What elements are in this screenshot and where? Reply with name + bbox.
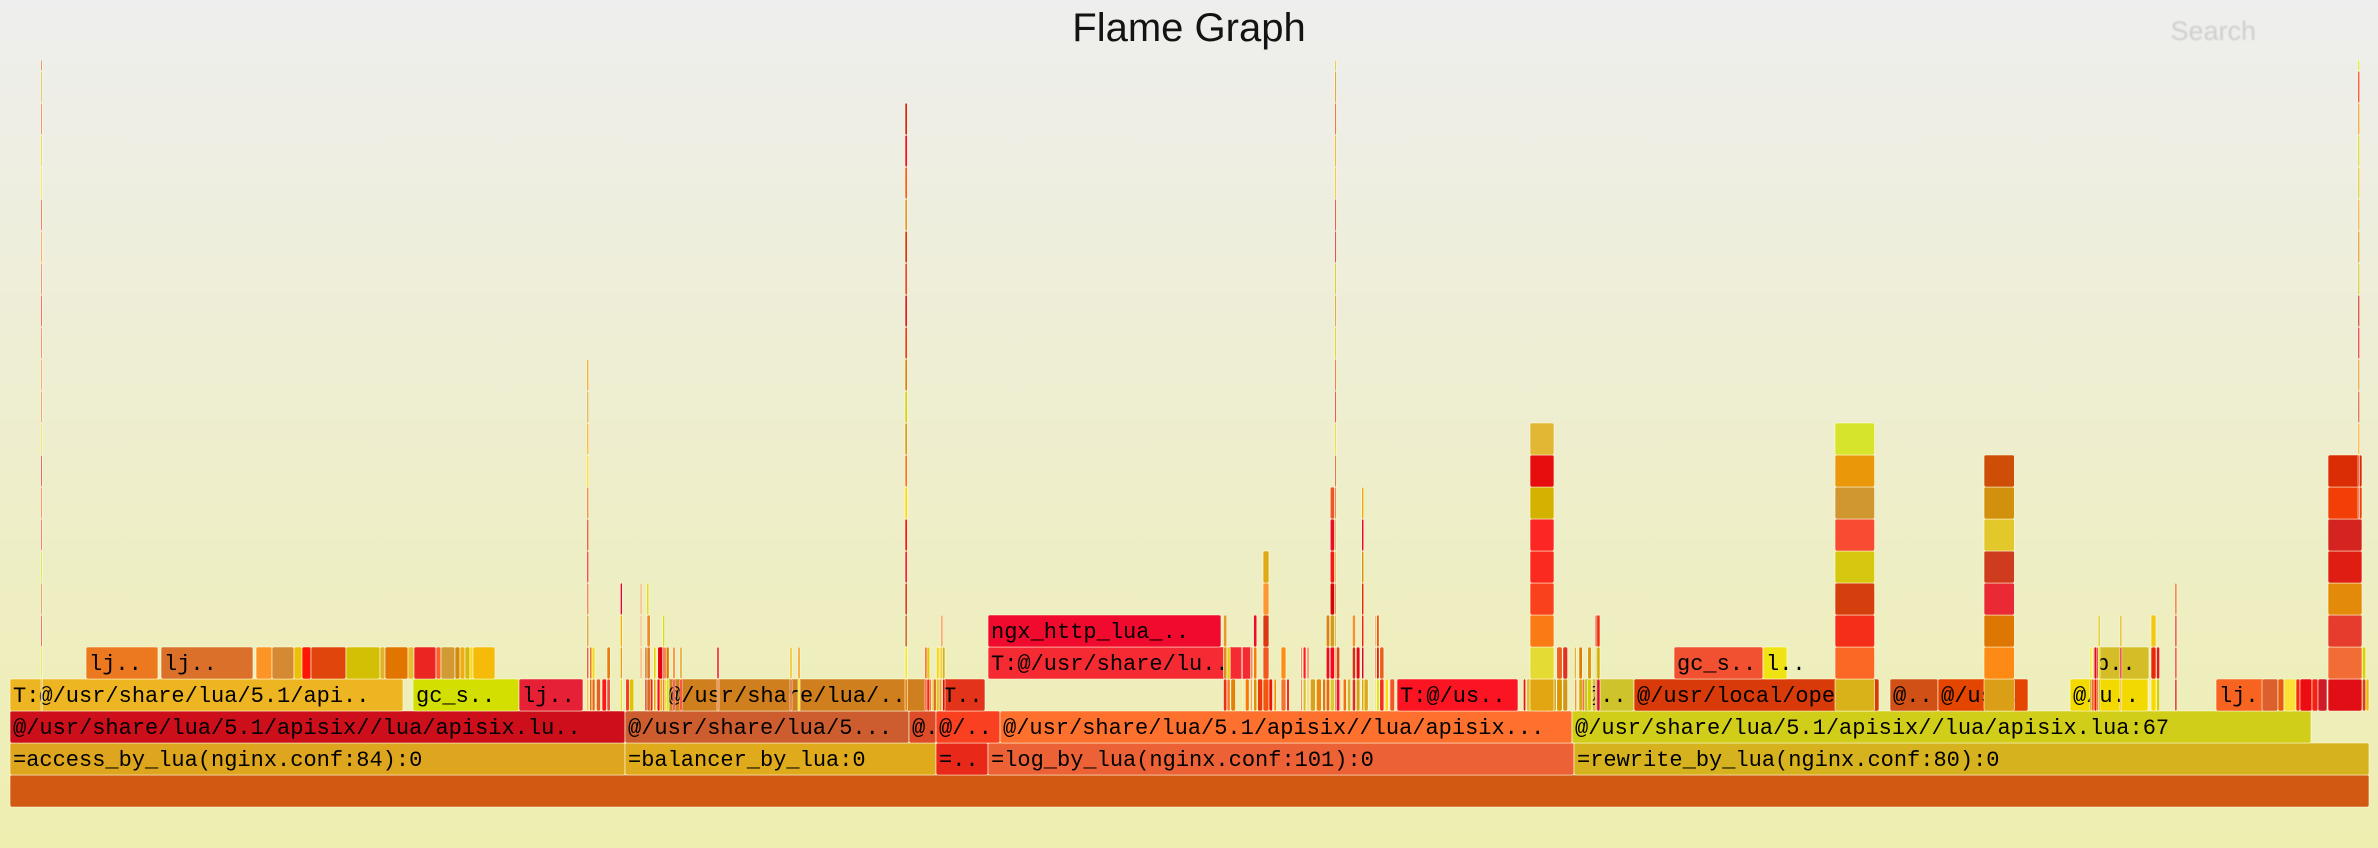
svg-text:Flame Graph: Flame Graph [1072,6,1305,50]
svg-text:=log_by_lua(nginx.conf:101):0: =log_by_lua(nginx.conf:101):0 [991,748,1374,773]
svg-text:@/usr/share/lua/5.1/apisix//lu: @/usr/share/lua/5.1/apisix//lua/apisix.l… [13,716,581,741]
svg-text:lj..: lj.. [164,652,217,677]
svg-text:=access_by_lua(nginx.conf:84):: =access_by_lua(nginx.conf:84):0 [13,748,422,773]
svg-text:ngx_http_lua_..: ngx_http_lua_.. [991,620,1189,645]
svg-text:b..: b.. [2096,652,2136,677]
svg-text:@/usr/share/lua/5...: @/usr/share/lua/5... [628,716,892,741]
svg-text:@..: @.. [1893,684,1933,709]
svg-text:=rewrite_by_lua(nginx.conf:80): =rewrite_by_lua(nginx.conf:80):0 [1577,748,1999,773]
svg-text:lj..: lj.. [522,684,575,709]
svg-text:l..: l.. [1766,652,1806,677]
svg-text:@/usr/share/lua/..: @/usr/share/lua/.. [668,684,906,709]
svg-text:=..: =.. [939,748,979,773]
svg-text:@/usr/local/ope..: @/usr/local/ope.. [1637,684,1861,709]
svg-text:T:@/us..: T:@/us.. [1400,684,1506,709]
svg-text:@/usr/share/lua/5.1/apisix//lu: @/usr/share/lua/5.1/apisix//lua/apisix.l… [1575,716,2169,741]
svg-text:@/..: @/.. [939,716,992,741]
svg-text:@/u..: @/u.. [2073,684,2139,709]
svg-text:@..: @.. [1587,684,1627,709]
svg-text:lj..: lj.. [89,652,142,677]
svg-text:gc_s..: gc_s.. [416,684,495,709]
svg-text:@/usr/share/lua/5.1/apisix//lu: @/usr/share/lua/5.1/apisix//lua/apisix..… [1003,716,1544,741]
svg-text:T:@/usr/share/lua/5.1/api..: T:@/usr/share/lua/5.1/api.. [13,684,369,709]
svg-text:=balancer_by_lua:0: =balancer_by_lua:0 [628,748,866,773]
svg-text:T..: T.. [943,684,983,709]
svg-text:gc_s..: gc_s.. [1677,652,1756,677]
svg-text:T:@/usr/share/lu..: T:@/usr/share/lu.. [991,652,1229,677]
svg-text:Search: Search [2170,16,2256,46]
